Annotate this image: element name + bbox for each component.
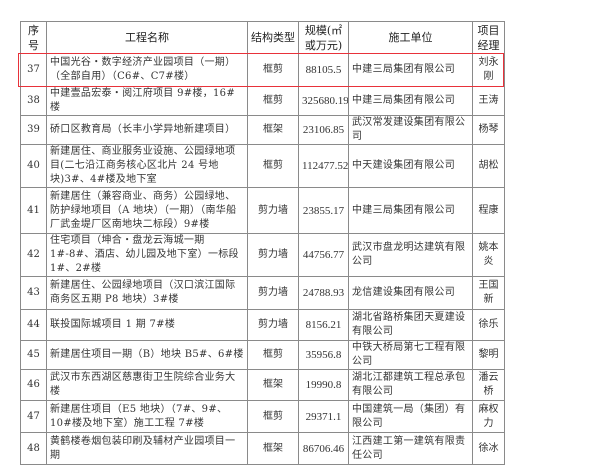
cell-structure: 框架 bbox=[247, 115, 299, 145]
cell-company: 江西建工第一建筑有限责任公司 bbox=[348, 432, 473, 465]
cell-manager: 程康 bbox=[472, 187, 505, 234]
cell-seq: 46 bbox=[20, 369, 47, 401]
cell-manager: 麻权力 bbox=[472, 400, 505, 433]
cell-scale: 112477.52 bbox=[298, 144, 349, 188]
table-row: 41 新建居住（兼容商业、商务）公园绿地、防护绿地项目（A 地块）（一期）（南华船… bbox=[20, 187, 505, 234]
cell-name: 中国光谷・数字经济产业园项目（一期）（全部自用）（C6#、C7#楼） bbox=[46, 53, 248, 87]
cell-name: 硚口区教育局（长丰小学异地新建项目） bbox=[46, 115, 248, 145]
cell-seq: 39 bbox=[20, 115, 47, 145]
cell-manager: 杨琴 bbox=[472, 115, 505, 145]
cell-company: 中国建筑一局（集团）有限公司 bbox=[348, 400, 473, 433]
table-row: 37 中国光谷・数字经济产业园项目（一期）（全部自用）（C6#、C7#楼） 框剪 88… bbox=[20, 53, 505, 87]
cell-manager: 王涛 bbox=[472, 86, 505, 116]
cell-structure: 剪力墙 bbox=[247, 187, 299, 234]
cell-name: 住宅项目（坤合・盘龙云海城一期 1#-8#、酒店、幼儿园及地下室）一标段 1#、… bbox=[46, 233, 248, 277]
cell-structure: 剪力墙 bbox=[247, 276, 299, 310]
cell-structure: 框剪 bbox=[247, 144, 299, 188]
cell-company: 武汉市盘龙明达建筑有限公司 bbox=[348, 233, 473, 277]
cell-manager: 姚本炎 bbox=[472, 233, 505, 277]
cell-seq: 40 bbox=[20, 144, 47, 188]
header-row: 序号 工程名称 结构类型 规模(㎡或万元) 施工单位 项目经理 bbox=[20, 21, 505, 54]
cell-scale: 86706.46 bbox=[298, 432, 349, 465]
table-row: 43 新建居住、公园绿地项目（汉口滨江国际商务区五期 P8 地块）3#楼 剪力墙 24… bbox=[20, 276, 505, 310]
cell-company: 中天建设集团有限公司 bbox=[348, 144, 473, 188]
cell-company: 中铁大桥局第七工程有限公司 bbox=[348, 340, 473, 370]
cell-manager: 潘云桥 bbox=[472, 369, 505, 401]
cell-manager: 徐乐 bbox=[472, 309, 505, 341]
cell-seq: 45 bbox=[20, 340, 47, 370]
header-name: 工程名称 bbox=[46, 21, 248, 54]
cell-name: 黄鹤楼卷烟包装印刷及辅材产业园项目一期 bbox=[46, 432, 248, 465]
cell-manager: 胡松 bbox=[472, 144, 505, 188]
cell-company: 中建三局集团有限公司 bbox=[348, 86, 473, 116]
cell-seq: 38 bbox=[20, 86, 47, 116]
cell-scale: 19990.8 bbox=[298, 369, 349, 401]
cell-scale: 29371.1 bbox=[298, 400, 349, 433]
cell-structure: 框剪 bbox=[247, 400, 299, 433]
cell-scale: 23106.85 bbox=[298, 115, 349, 145]
cell-scale: 44756.77 bbox=[298, 233, 349, 277]
table-row: 40 新建居住、商业服务业设施、公园绿地项目(二七沿江商务核心区北片 24 号地块… bbox=[20, 144, 505, 188]
cell-scale: 88105.5 bbox=[298, 53, 349, 87]
cell-name: 新建居住、商业服务业设施、公园绿地项目(二七沿江商务核心区北片 24 号地块)3… bbox=[46, 144, 248, 188]
table-row: 46 武汉市东西湖区慈惠街卫生院综合业务大楼 框架 19990.8 湖北江都建筑工程总承… bbox=[20, 369, 505, 401]
cell-scale: 325680.19 bbox=[298, 86, 349, 116]
cell-seq: 44 bbox=[20, 309, 47, 341]
cell-scale: 24788.93 bbox=[298, 276, 349, 310]
cell-name: 武汉市东西湖区慈惠街卫生院综合业务大楼 bbox=[46, 369, 248, 401]
cell-name: 新建居住、公园绿地项目（汉口滨江国际商务区五期 P8 地块）3#楼 bbox=[46, 276, 248, 310]
table-row: 48 黄鹤楼卷烟包装印刷及辅材产业园项目一期 框架 86706.46 江西建工第一建筑有… bbox=[20, 432, 505, 465]
cell-seq: 48 bbox=[20, 432, 47, 465]
cell-structure: 框剪 bbox=[247, 340, 299, 370]
cell-seq: 41 bbox=[20, 187, 47, 234]
header-structure: 结构类型 bbox=[247, 21, 299, 54]
cell-seq: 47 bbox=[20, 400, 47, 433]
table-row: 47 新建居住项目（E5 地块）（7#、9#、10#楼及地下室）施工工程 7#楼框… bbox=[20, 400, 505, 433]
cell-structure: 框架 bbox=[247, 432, 299, 465]
cell-company: 中建三局集团有限公司 bbox=[348, 187, 473, 234]
cell-company: 武汉常发建设集团有限公司 bbox=[348, 115, 473, 145]
table-row: 42 住宅项目（坤合・盘龙云海城一期 1#-8#、酒店、幼儿园及地下室）一标段 1… bbox=[20, 233, 505, 277]
cell-manager: 徐冰 bbox=[472, 432, 505, 465]
table-row: 39 硚口区教育局（长丰小学异地新建项目） 框架 23106.85 武汉常发建设集团有限… bbox=[20, 115, 505, 145]
cell-name: 新建居住项目（E5 地块）（7#、9#、10#楼及地下室）施工工程 7#楼 bbox=[46, 400, 248, 433]
cell-structure: 框剪 bbox=[247, 53, 299, 87]
cell-name: 中建壹品宏泰・阅江府项目 9#楼，16#楼 bbox=[46, 86, 248, 116]
cell-structure: 框剪 bbox=[247, 86, 299, 116]
cell-name: 新建居住（兼容商业、商务）公园绿地、防护绿地项目（A 地块）（一期）（南华船厂武… bbox=[46, 187, 248, 234]
cell-seq: 42 bbox=[20, 233, 47, 277]
cell-company: 湖北江都建筑工程总承包有限公司 bbox=[348, 369, 473, 401]
cell-manager: 王国新 bbox=[472, 276, 505, 310]
table-row: 45 新建居住项目一期（B）地块 B5#、6#楼 框剪 35956.8 中铁大桥局第七工… bbox=[20, 340, 505, 370]
cell-company: 龙信建设集团有限公司 bbox=[348, 276, 473, 310]
table-row: 44 联投国际城项目 1 期 7#楼 剪力墙 8156.21 湖北省路桥集团天夏建设有限… bbox=[20, 309, 505, 341]
cell-scale: 23855.17 bbox=[298, 187, 349, 234]
cell-seq: 43 bbox=[20, 276, 47, 310]
table-row: 38 中建壹品宏泰・阅江府项目 9#楼，16#楼 框剪 325680.19 中建三局集团… bbox=[20, 86, 505, 116]
cell-manager: 黎明 bbox=[472, 340, 505, 370]
cell-structure: 框架 bbox=[247, 369, 299, 401]
cell-structure: 剪力墙 bbox=[247, 309, 299, 341]
header-company: 施工单位 bbox=[348, 21, 473, 54]
cell-structure: 剪力墙 bbox=[247, 233, 299, 277]
cell-scale: 8156.21 bbox=[298, 309, 349, 341]
header-manager: 项目经理 bbox=[472, 21, 505, 54]
header-seq: 序号 bbox=[20, 21, 47, 54]
cell-name: 新建居住项目一期（B）地块 B5#、6#楼 bbox=[46, 340, 248, 370]
cell-company: 中建三局集团有限公司 bbox=[348, 53, 473, 87]
header-scale: 规模(㎡或万元) bbox=[298, 21, 349, 54]
project-table: 序号 工程名称 结构类型 规模(㎡或万元) 施工单位 项目经理 37 中国光谷・数… bbox=[20, 21, 505, 465]
cell-company: 湖北省路桥集团天夏建设有限公司 bbox=[348, 309, 473, 341]
cell-manager: 刘永刚 bbox=[472, 53, 505, 87]
cell-name: 联投国际城项目 1 期 7#楼 bbox=[46, 309, 248, 341]
cell-scale: 35956.8 bbox=[298, 340, 349, 370]
cell-seq: 37 bbox=[20, 53, 47, 87]
